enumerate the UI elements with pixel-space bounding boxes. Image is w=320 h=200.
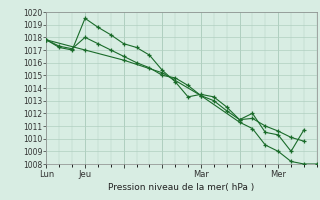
- X-axis label: Pression niveau de la mer( hPa ): Pression niveau de la mer( hPa ): [108, 183, 255, 192]
